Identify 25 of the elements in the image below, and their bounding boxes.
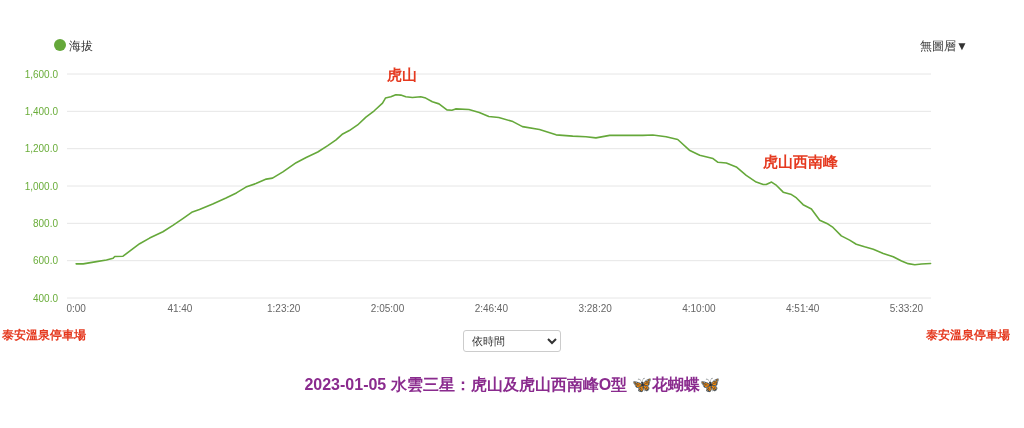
y-tick-label: 800.0 [32, 217, 59, 229]
text: 依時間 [463, 330, 561, 352]
y-tick-label: 1,000.0 [24, 180, 59, 192]
text: 泰安溫泉停車場 [1, 328, 86, 342]
legend-label: 海拔 [69, 38, 93, 53]
text: 無圖層▼ [920, 39, 968, 53]
y-tick-label: 600.0 [32, 255, 59, 267]
text: 泰安溫泉停車場 [925, 328, 1010, 342]
annotation: 虎山西南峰 [761, 153, 839, 171]
x-tick-label: 4:51:40 [786, 303, 820, 314]
y-tick-label: 1,400.0 [24, 105, 59, 117]
x-tick-label: 2:46:40 [474, 303, 509, 314]
line-series [75, 93, 932, 266]
y-tick-label: 1,200.0 [24, 143, 59, 155]
x-tick-label: 4:10:00 [682, 303, 717, 314]
y-tick-label: 400.0 [32, 292, 59, 304]
y-tick-label: 1,600.0 [24, 68, 59, 80]
text: 2023-01-05 水雲三星：虎山及虎山西南峰O型 🦋花蝴蝶🦋 [304, 376, 720, 393]
x-tick-label: 1:23:20 [267, 303, 301, 314]
x-tick-label: 5:33:20 [889, 303, 924, 314]
x-tick-label: 3:28:20 [578, 303, 613, 314]
x-tick-label: 41:40 [167, 303, 193, 314]
annotation: 虎山 [385, 65, 417, 83]
x-tick-label: 2:05:00 [370, 303, 405, 314]
x-tick-label: 0:00 [66, 303, 87, 314]
